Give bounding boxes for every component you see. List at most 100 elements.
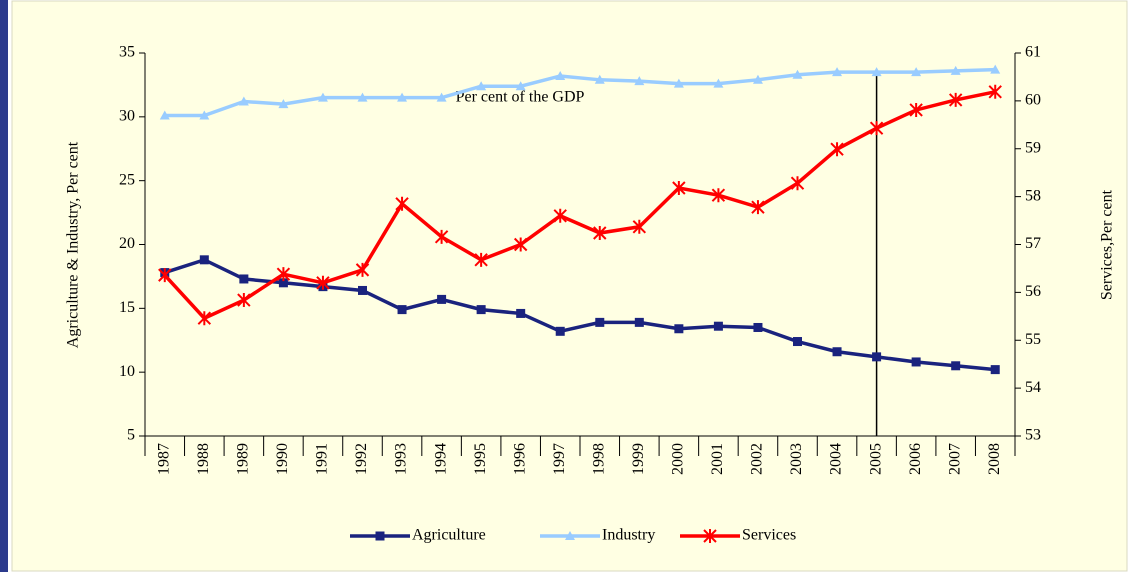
marker xyxy=(950,65,961,75)
marker xyxy=(565,531,575,540)
marker xyxy=(948,92,963,107)
marker xyxy=(673,78,684,88)
marker xyxy=(792,69,803,79)
marker xyxy=(278,278,288,288)
x-tick-label: 1987 xyxy=(155,443,172,475)
marker xyxy=(476,305,486,315)
marker xyxy=(634,317,644,327)
marker xyxy=(395,196,409,211)
marker xyxy=(869,121,884,136)
marker xyxy=(357,92,368,102)
marker xyxy=(672,181,686,196)
marker xyxy=(830,142,844,157)
marker xyxy=(238,96,249,106)
marker xyxy=(278,99,289,109)
y2-tick-label: 54 xyxy=(1025,379,1041,396)
legend-label: Industry xyxy=(602,527,655,544)
marker xyxy=(276,267,291,282)
y2-tick-label: 59 xyxy=(1025,139,1041,156)
marker xyxy=(793,337,802,347)
x-tick-label: 2006 xyxy=(907,443,924,475)
marker xyxy=(951,361,961,371)
marker xyxy=(871,67,882,77)
chart-panel xyxy=(11,0,1128,572)
x-tick-label: 2007 xyxy=(946,443,963,475)
marker xyxy=(713,321,723,331)
marker xyxy=(397,92,408,102)
x-tick-label: 2001 xyxy=(709,443,726,475)
marker xyxy=(513,237,528,252)
marker xyxy=(476,81,487,91)
marker xyxy=(434,229,449,244)
marker xyxy=(375,531,385,541)
x-tick-label: 1993 xyxy=(393,443,410,475)
y2-tick-label: 53 xyxy=(1025,427,1041,444)
marker xyxy=(197,311,212,326)
x-tick-label: 1999 xyxy=(630,443,647,475)
x-tick-label: 1997 xyxy=(551,443,568,475)
x-tick-label: 2002 xyxy=(749,443,766,475)
marker xyxy=(237,293,251,308)
y2-tick-label: 60 xyxy=(1025,92,1041,109)
marker xyxy=(751,200,765,215)
legend-label: Agriculture xyxy=(412,527,486,544)
marker xyxy=(158,268,172,283)
marker xyxy=(553,208,567,223)
y2-tick-label: 55 xyxy=(1025,331,1041,348)
marker xyxy=(593,226,607,241)
y-tick-label: 30 xyxy=(119,108,135,125)
legend-label: Services xyxy=(742,527,796,544)
annotation: Per cent of the GDP xyxy=(456,89,585,106)
marker xyxy=(711,188,726,203)
y-tick-label: 35 xyxy=(119,44,135,61)
series-line xyxy=(164,257,996,372)
x-tick-label: 2003 xyxy=(788,443,805,475)
y2-tick-label: 56 xyxy=(1025,283,1041,300)
marker xyxy=(713,78,724,88)
x-tick-label: 2008 xyxy=(986,443,1003,475)
marker xyxy=(437,294,447,304)
marker xyxy=(595,317,605,327)
y-tick-label: 5 xyxy=(127,427,135,444)
marker xyxy=(911,357,921,367)
marker xyxy=(832,67,843,77)
x-tick-label: 1989 xyxy=(235,443,252,475)
marker xyxy=(988,84,1002,99)
y-tick-label: 25 xyxy=(119,171,135,188)
y-tick-label: 10 xyxy=(119,363,135,380)
marker xyxy=(753,322,763,332)
marker xyxy=(832,347,842,357)
x-tick-label: 1996 xyxy=(511,443,528,475)
marker xyxy=(436,92,447,102)
marker xyxy=(555,70,566,80)
marker xyxy=(515,81,526,91)
marker xyxy=(674,324,684,334)
x-tick-label: 1991 xyxy=(314,443,331,475)
y2-tick-label: 58 xyxy=(1025,187,1041,204)
marker xyxy=(355,262,370,277)
marker xyxy=(872,352,882,362)
marker xyxy=(239,274,249,284)
y2-tick-label: 61 xyxy=(1025,44,1041,61)
series-line xyxy=(164,67,996,118)
side-strip xyxy=(0,0,8,572)
marker xyxy=(634,76,645,86)
x-tick-label: 1988 xyxy=(195,443,212,475)
y-axis-title: Agriculture & Industry, Per cent xyxy=(65,141,82,348)
x-tick-label: 1998 xyxy=(590,443,607,475)
x-tick-label: 1994 xyxy=(432,443,449,475)
marker xyxy=(790,176,805,191)
y-tick-label: 15 xyxy=(119,299,135,316)
marker xyxy=(199,110,210,120)
marker xyxy=(199,255,209,265)
marker xyxy=(317,92,328,102)
x-tick-label: 1990 xyxy=(274,443,291,475)
y-tick-label: 20 xyxy=(119,235,135,252)
x-tick-label: 2004 xyxy=(828,443,845,475)
x-tick-label: 1995 xyxy=(472,443,489,475)
y2-tick-label: 57 xyxy=(1025,235,1041,252)
marker xyxy=(703,529,717,543)
marker xyxy=(159,110,170,120)
